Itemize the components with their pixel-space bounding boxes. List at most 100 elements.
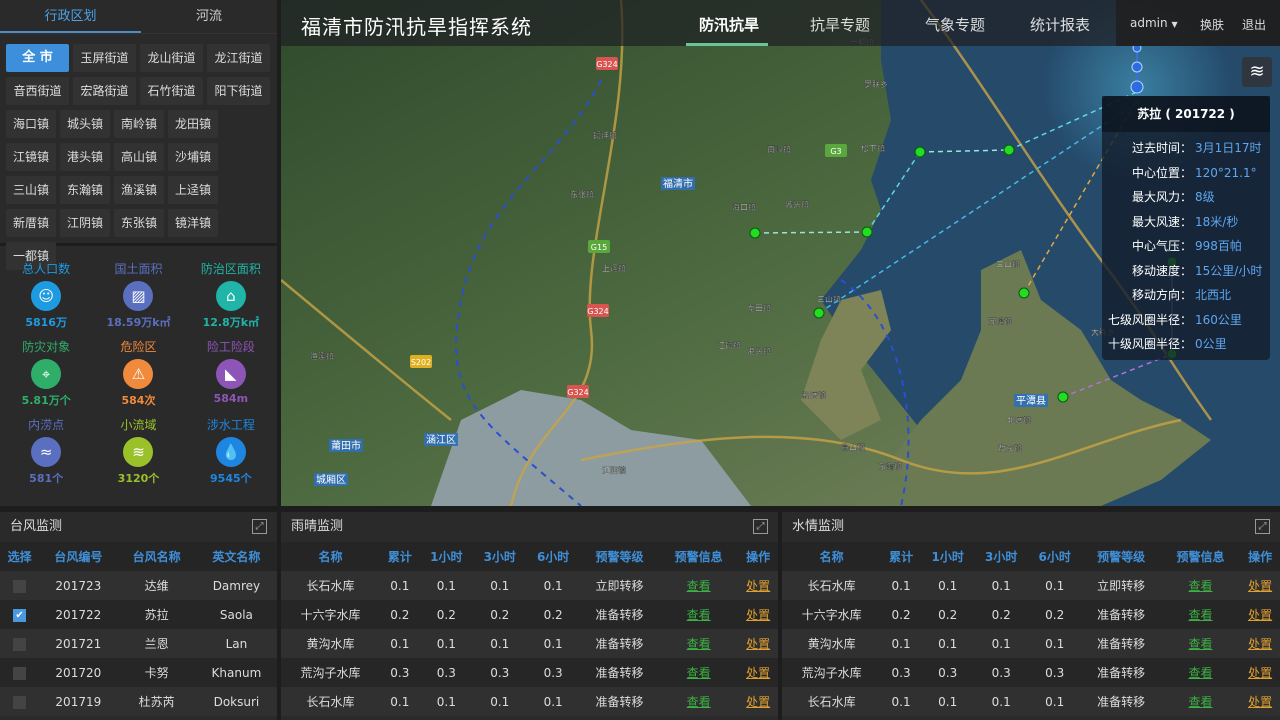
area-button[interactable]: 阳下街道 [207, 77, 270, 105]
area-button[interactable]: 高山镇 [114, 143, 164, 171]
nav-flood-drought[interactable]: 防汛抗旱 [699, 16, 760, 34]
area-button[interactable]: 江镜镇 [6, 143, 56, 171]
logout-button[interactable]: 退出 [1242, 18, 1267, 32]
map-place-label[interactable]: 江镜镇 [717, 340, 741, 350]
typhoon-current-point[interactable] [1131, 61, 1143, 73]
handle-link[interactable]: 处置 [746, 637, 771, 651]
area-button[interactable]: 全 市 [6, 44, 69, 72]
area-button[interactable]: 音西街道 [6, 77, 69, 105]
map-place-label[interactable]: 罗联乡 [864, 80, 888, 89]
map-place-label[interactable]: 三山镇 [996, 259, 1020, 269]
area-button[interactable]: 一都镇 [6, 242, 56, 270]
skin-button[interactable]: 换肤 [1200, 18, 1225, 32]
select-checkbox[interactable] [13, 579, 27, 593]
view-link[interactable]: 查看 [686, 637, 711, 651]
area-button[interactable]: 港头镇 [60, 143, 110, 171]
expand-icon[interactable]: ⤢ [753, 519, 768, 534]
map-place-label[interactable]: 莆田市 [331, 439, 361, 452]
table-row[interactable]: ✔ 201722 苏拉 Saola [0, 600, 277, 629]
layers-icon[interactable]: ≋ [1242, 57, 1272, 87]
table-row[interactable]: 201719 杜苏芮 Doksuri [0, 687, 277, 716]
select-checkbox[interactable]: ✔ [13, 608, 27, 622]
table-row[interactable]: 201721 兰恩 Lan [0, 629, 277, 658]
map-place-label[interactable]: 苏澳镇 [988, 316, 1012, 326]
map-place-label[interactable]: 福清市 [663, 177, 693, 190]
map-place-label[interactable]: 南岭镇 [767, 144, 791, 154]
handle-link[interactable]: 处置 [746, 608, 771, 622]
view-link[interactable]: 查看 [686, 666, 711, 680]
area-button[interactable]: 龙田镇 [168, 110, 218, 138]
area-button[interactable]: 三山镇 [6, 176, 56, 204]
typhoon-track-point[interactable] [861, 226, 873, 238]
typhoon-current-point[interactable] [1130, 80, 1144, 94]
area-button[interactable]: 南岭镇 [114, 110, 164, 138]
area-button[interactable]: 东张镇 [114, 209, 164, 237]
view-link[interactable]: 查看 [1188, 608, 1213, 622]
area-button[interactable]: 城头镇 [60, 110, 110, 138]
map-place-label[interactable]: 三山镇 [817, 294, 841, 304]
map-place-label[interactable]: 东张镇 [570, 189, 594, 199]
stat-item[interactable]: 小流域 ≋ 3120个 [92, 416, 184, 486]
nav-drought-topic[interactable]: 抗旱专题 [810, 16, 871, 34]
expand-icon[interactable]: ⤢ [252, 519, 267, 534]
handle-link[interactable]: 处置 [746, 695, 771, 709]
area-button[interactable]: 上迳镇 [168, 176, 218, 204]
view-link[interactable]: 查看 [686, 579, 711, 593]
area-button[interactable]: 龙山街道 [140, 44, 203, 72]
area-button[interactable]: 沙埔镇 [168, 143, 218, 171]
tab-admin-division[interactable]: 行政区划 [0, 0, 141, 33]
select-checkbox[interactable] [13, 666, 27, 680]
typhoon-track-point[interactable] [1018, 287, 1030, 299]
area-button[interactable]: 海口镇 [6, 110, 56, 138]
expand-icon[interactable]: ⤢ [1255, 519, 1270, 534]
view-link[interactable]: 查看 [686, 608, 711, 622]
map-place-label[interactable]: 城头镇 [785, 199, 809, 209]
map-place-label[interactable]: 渔溪镇 [310, 351, 334, 361]
typhoon-track-point[interactable] [1003, 144, 1015, 156]
map-place-label[interactable]: 东瀚镇 [878, 461, 902, 471]
nav-weather-topic[interactable]: 气象专题 [925, 16, 986, 34]
select-checkbox[interactable] [13, 637, 27, 651]
view-link[interactable]: 查看 [686, 695, 711, 709]
map-place-label[interactable]: 港头镇 [747, 346, 771, 356]
table-row[interactable]: 201723 达维 Damrey [0, 571, 277, 600]
area-button[interactable]: 宏路街道 [73, 77, 136, 105]
area-button[interactable]: 东瀚镇 [60, 176, 110, 204]
area-button[interactable]: 石竹街道 [140, 77, 203, 105]
map-place-label[interactable]: 江阴镇 [602, 465, 626, 475]
handle-link[interactable]: 处置 [1248, 666, 1273, 680]
map-place-label[interactable]: 松下镇 [861, 143, 885, 153]
area-button[interactable]: 渔溪镇 [114, 176, 164, 204]
handle-link[interactable]: 处置 [746, 666, 771, 680]
map-place-label[interactable]: 镜洋镇 [593, 130, 617, 140]
stat-item[interactable]: 危险区 ⚠ 584次 [92, 338, 184, 408]
map-place-label[interactable]: 高山镇 [841, 442, 865, 452]
view-link[interactable]: 查看 [1188, 579, 1213, 593]
handle-link[interactable]: 处置 [1248, 695, 1273, 709]
handle-link[interactable]: 处置 [1248, 608, 1273, 622]
typhoon-track-point[interactable] [1057, 391, 1069, 403]
stat-item[interactable]: 国土面积 ▨ 18.59万k㎡ [92, 260, 184, 330]
stat-item[interactable]: 防治区面积 ⌂ 12.8万k㎡ [185, 260, 277, 330]
map-view[interactable]: G324 G324 G324 G15 G3 S202 福清市 平潭县 涵江区 莆田市 城厢区 东张镇海… [281, 0, 1280, 506]
handle-link[interactable]: 处置 [746, 579, 771, 593]
typhoon-track-point[interactable] [749, 227, 761, 239]
user-menu[interactable]: admin ▼ [1130, 16, 1178, 30]
typhoon-track-point[interactable] [914, 146, 926, 158]
stat-item[interactable]: 总人口数 ☺ 5816万 [0, 260, 92, 330]
area-button[interactable]: 龙江街道 [207, 44, 270, 72]
view-link[interactable]: 查看 [1188, 637, 1213, 651]
select-checkbox[interactable] [13, 695, 27, 709]
handle-link[interactable]: 处置 [1248, 637, 1273, 651]
map-place-label[interactable]: 敖东镇 [998, 443, 1022, 453]
map-place-label[interactable]: 龙田镇 [747, 303, 771, 313]
map-place-label[interactable]: 新厝镇 [802, 390, 826, 400]
map-place-label[interactable]: 海口镇 [732, 202, 756, 212]
area-button[interactable]: 新厝镇 [6, 209, 56, 237]
area-button[interactable]: 镜洋镇 [168, 209, 218, 237]
nav-statistics[interactable]: 统计报表 [1030, 16, 1091, 34]
stat-item[interactable]: 防灾对象 ⌖ 5.81万个 [0, 338, 92, 408]
view-link[interactable]: 查看 [1188, 666, 1213, 680]
area-button[interactable]: 江阴镇 [60, 209, 110, 237]
map-place-label[interactable]: 涵江区 [426, 434, 456, 446]
